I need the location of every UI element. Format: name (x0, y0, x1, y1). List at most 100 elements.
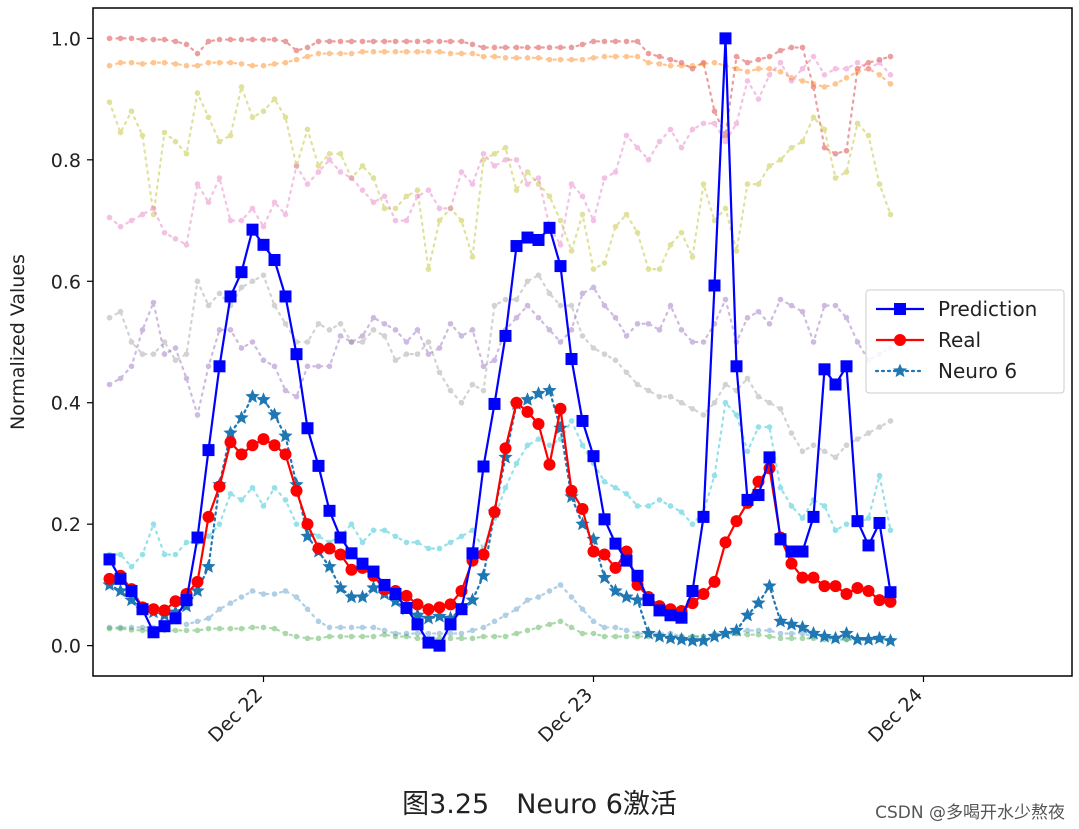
data-point (865, 515, 872, 521)
data-point (788, 44, 795, 51)
data-point (777, 484, 784, 491)
data-point (887, 81, 894, 87)
watermark: CSDN @多喝开水少熬夜 (875, 803, 1065, 823)
data-point (282, 59, 289, 66)
data-point (381, 333, 388, 339)
data-point (642, 594, 655, 607)
legend-marker (894, 303, 906, 315)
data-point (469, 527, 476, 534)
data-point (458, 333, 465, 339)
data-point (480, 53, 487, 60)
data-point (216, 606, 223, 612)
data-point (246, 223, 259, 236)
data-point (194, 181, 201, 187)
data-point (359, 48, 366, 55)
data-point (301, 422, 314, 435)
data-point (381, 193, 388, 200)
data-point (766, 627, 773, 634)
data-point (128, 563, 135, 570)
data-point (623, 369, 630, 376)
data-point (741, 493, 754, 506)
series-line (108, 620, 892, 641)
data-point (249, 339, 256, 345)
data-point (213, 360, 226, 373)
data-point (722, 205, 729, 212)
data-point (854, 120, 861, 127)
data-point (656, 61, 663, 67)
data-point (238, 284, 245, 291)
data-point (821, 448, 828, 455)
data-point (667, 56, 674, 63)
series-line (108, 54, 892, 248)
data-point (546, 327, 553, 333)
data-point (554, 402, 567, 415)
data-point (832, 81, 839, 87)
data-point (227, 59, 234, 66)
data-point (623, 627, 630, 634)
data-point (502, 484, 509, 491)
data-point (293, 47, 300, 54)
data-point (128, 627, 135, 633)
data-point (469, 181, 476, 187)
data-point (744, 59, 751, 66)
data-point (392, 533, 399, 540)
data-point (777, 635, 784, 642)
data-point (139, 551, 146, 558)
data-point (216, 59, 223, 66)
data-point (271, 199, 278, 206)
data-point (117, 35, 124, 42)
data-point (293, 594, 300, 600)
data-point (469, 327, 476, 333)
data-point (282, 497, 289, 503)
data-point (601, 478, 608, 485)
data-point (400, 589, 413, 602)
data-point (634, 144, 641, 151)
data-point (359, 624, 366, 631)
y-tick-label: 0.8 (51, 150, 81, 172)
data-point (447, 635, 454, 642)
data-point (667, 393, 674, 400)
data-point (432, 608, 447, 623)
data-point (216, 138, 223, 145)
data-point (370, 327, 377, 333)
data-point (201, 559, 216, 573)
data-point (766, 65, 773, 72)
data-point (348, 50, 355, 57)
data-point (843, 636, 850, 643)
data-point (521, 405, 534, 418)
data-point (755, 65, 762, 72)
data-point (227, 132, 234, 139)
data-point (227, 327, 234, 333)
y-tick-label: 0.0 (51, 636, 81, 658)
data-point (839, 625, 854, 640)
data-point (513, 314, 520, 321)
data-point (623, 333, 630, 339)
series-layer (102, 32, 898, 652)
data-point (337, 50, 344, 57)
data-point (799, 308, 806, 315)
data-point (117, 625, 124, 632)
data-point (271, 363, 278, 370)
data-point (807, 510, 820, 523)
series-line (108, 83, 892, 271)
data-point (139, 624, 146, 631)
data-point (128, 108, 135, 115)
data-point (202, 444, 215, 457)
data-point (260, 591, 267, 597)
data-point (238, 594, 245, 600)
data-point (128, 217, 135, 224)
data-point (161, 129, 168, 136)
data-point (744, 78, 751, 84)
data-point (546, 290, 553, 297)
data-point (499, 329, 512, 342)
series-line (108, 285, 892, 420)
data-point (139, 211, 146, 218)
data-point (370, 175, 377, 181)
data-point (381, 38, 388, 45)
data-point (447, 320, 454, 327)
data-point (315, 169, 322, 175)
data-point (326, 633, 333, 640)
data-point (469, 50, 476, 57)
data-point (282, 211, 289, 218)
legend: Prediction Real Neuro 6 (865, 289, 1065, 394)
